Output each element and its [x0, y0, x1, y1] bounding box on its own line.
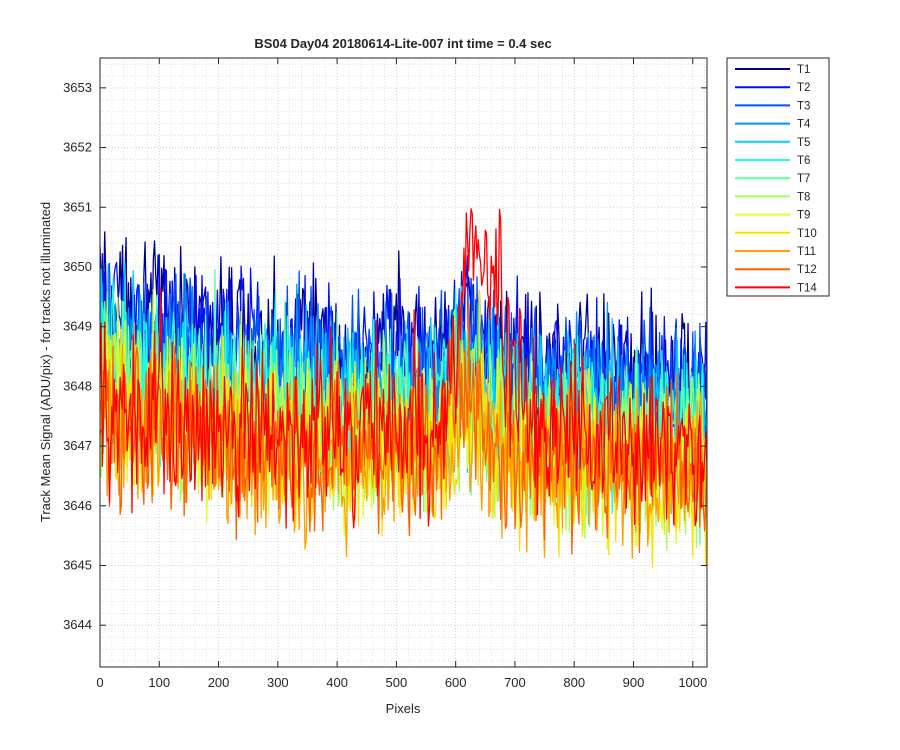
legend-label-t8: T8	[797, 191, 810, 203]
legend-box	[726, 57, 830, 297]
y-tick-label: 3644	[63, 617, 92, 632]
y-tick-label: 3648	[63, 378, 92, 393]
series-line-t14	[100, 208, 707, 529]
legend-label-t14: T14	[797, 282, 817, 294]
legend-label-t11: T11	[797, 246, 816, 258]
legend-label-t6: T6	[797, 155, 810, 167]
y-axis-ticks: 3644 3645 3646 3647 3648 3649 3650 3651 3652 3653	[63, 80, 707, 632]
x-tick-label: 300	[267, 675, 289, 690]
chart-title: BS04 Day04 20180614-Lite-007 int time = …	[254, 36, 551, 51]
x-tick-label: 900	[623, 675, 645, 690]
x-axis-label: Pixels	[386, 701, 421, 716]
y-axis-label: Track Mean Signal (ADU/pix) - for tracks…	[38, 202, 53, 522]
x-tick-label: 100	[148, 675, 170, 690]
y-tick-label: 3645	[63, 558, 92, 573]
x-tick-label: 0	[96, 675, 103, 690]
y-tick-label: 3651	[63, 199, 92, 214]
x-tick-label: 800	[563, 675, 585, 690]
x-tick-label: 200	[208, 675, 230, 690]
x-tick-label: 700	[504, 675, 526, 690]
y-tick-label: 3649	[63, 319, 92, 334]
legend-label-t7: T7	[797, 173, 810, 185]
legend-label-t1: T1	[797, 64, 810, 76]
y-tick-label: 3653	[63, 80, 92, 95]
legend-label-t9: T9	[797, 210, 810, 222]
data-series	[100, 208, 707, 569]
y-tick-label: 3652	[63, 140, 92, 155]
legend: T1 T2 T3 T4 T5 T6 T7 T8 T9 T10 T11 T12 T14	[726, 57, 830, 297]
legend-label-t3: T3	[797, 100, 810, 112]
x-tick-label: 400	[326, 675, 348, 690]
y-tick-label: 3646	[63, 498, 92, 513]
legend-label-t10: T10	[797, 228, 817, 240]
y-tick-label: 3647	[63, 438, 92, 453]
y-tick-label: 3650	[63, 259, 92, 274]
legend-label-t5: T5	[797, 137, 810, 149]
x-tick-label: 600	[445, 675, 467, 690]
legend-label-t2: T2	[797, 82, 810, 94]
x-tick-label: 1000	[678, 675, 707, 690]
legend-label-t4: T4	[797, 119, 811, 131]
legend-items: T1 T2 T3 T4 T5 T6 T7 T8 T9 T10 T11 T12 T14	[735, 64, 817, 294]
series-line-t2	[100, 252, 707, 463]
x-axis-ticks: 0 100 200 300 400 500 600 700 800 900 1000	[96, 58, 707, 690]
x-tick-label: 500	[386, 675, 408, 690]
axes-box	[99, 57, 708, 668]
legend-label-t12: T12	[797, 264, 817, 276]
